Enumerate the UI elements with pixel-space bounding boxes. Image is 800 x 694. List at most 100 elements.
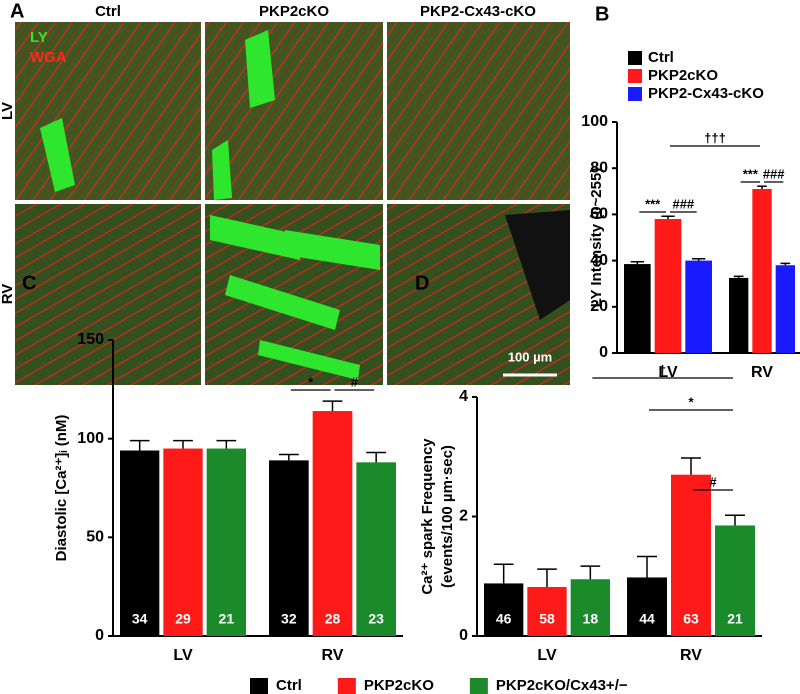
significance-label: ### xyxy=(763,166,785,181)
count-label: 23 xyxy=(368,611,384,627)
significance-label: # xyxy=(351,374,359,389)
panel-label: B xyxy=(595,3,609,25)
bar xyxy=(269,460,309,636)
bar xyxy=(752,188,772,353)
row-label: RV xyxy=(0,284,16,305)
bar xyxy=(206,448,246,636)
stain-label: WGA xyxy=(30,49,67,66)
legend-swatch xyxy=(469,678,488,694)
bar xyxy=(356,462,396,636)
significance-label: * xyxy=(688,394,694,409)
y-tick-label: 0 xyxy=(459,627,468,644)
ly-cell xyxy=(40,118,75,192)
legend-swatch xyxy=(628,87,642,101)
y-tick-label: 100 xyxy=(77,430,104,447)
y-tick-label: 4 xyxy=(459,388,468,405)
micrographs xyxy=(15,22,570,385)
legend-swatch xyxy=(628,69,642,83)
bar xyxy=(120,450,160,636)
count-label: 44 xyxy=(639,611,655,627)
bar xyxy=(627,577,667,636)
y-tick-label: 2 xyxy=(459,508,468,525)
x-tick-label: RV xyxy=(680,647,702,664)
y-tick-label: 0 xyxy=(95,627,104,644)
y-axis-label: LY Intensity (0~255) xyxy=(588,168,605,308)
bar xyxy=(163,448,203,636)
significance-label: ### xyxy=(672,196,694,211)
y-axis-label: (events/100 µm·sec) xyxy=(439,445,456,588)
image-ctrl-rv xyxy=(15,204,201,385)
panel-label: D xyxy=(415,272,429,294)
column-label: PKP2-Cx43-cKO xyxy=(420,3,536,20)
y-tick-label: 150 xyxy=(77,331,104,348)
bar xyxy=(624,264,651,353)
legend-swatch xyxy=(337,678,356,694)
bar xyxy=(685,260,712,353)
image-pkp2-lv xyxy=(205,22,383,200)
count-label: 21 xyxy=(727,611,743,627)
bar xyxy=(715,525,755,636)
y-tick-label: 50 xyxy=(86,529,104,546)
count-label: 29 xyxy=(175,611,191,627)
bar xyxy=(312,411,353,636)
bar xyxy=(570,579,610,636)
significance-label: *** xyxy=(645,196,661,211)
x-tick-label: LV xyxy=(173,647,193,664)
row-label: LV xyxy=(0,102,16,120)
count-label: 18 xyxy=(583,611,599,627)
significance-label: ††† xyxy=(704,130,726,145)
panel-label: A xyxy=(10,0,24,22)
image-cx43-lv xyxy=(387,22,570,200)
ly-cell xyxy=(210,215,300,260)
significance-label: # xyxy=(709,474,717,489)
significance-label: * xyxy=(308,374,314,389)
legend-label: PKP2cKO xyxy=(648,67,718,84)
bar xyxy=(671,474,711,636)
x-tick-label: LV xyxy=(658,364,678,381)
legend-label: Ctrl xyxy=(276,677,302,694)
x-tick-label: RV xyxy=(751,364,773,381)
dark-region xyxy=(505,210,570,320)
ly-cell xyxy=(225,275,340,330)
legend-swatch xyxy=(628,51,642,65)
count-label: 21 xyxy=(219,611,235,627)
ly-cell xyxy=(212,140,232,200)
y-axis-label: Ca²⁺ spark Frequency xyxy=(419,438,436,595)
bar xyxy=(654,219,682,353)
x-tick-label: RV xyxy=(322,647,344,664)
count-label: 46 xyxy=(496,611,512,627)
bar xyxy=(527,587,567,636)
count-label: 63 xyxy=(683,611,699,627)
legend-label: PKP2-Cx43-cKO xyxy=(648,85,764,102)
y-tick-label: 20 xyxy=(590,298,608,315)
bar xyxy=(729,277,749,353)
y-tick-label: 0 xyxy=(599,344,608,361)
bar xyxy=(484,583,524,636)
y-tick-label: 80 xyxy=(590,159,608,176)
panel-label: C xyxy=(22,272,36,294)
count-label: 28 xyxy=(325,611,341,627)
significance-label: † xyxy=(659,362,666,377)
ly-cell xyxy=(245,30,275,108)
scale-bar-label: 100 µm xyxy=(508,349,552,364)
y-tick-label: 100 xyxy=(581,113,608,130)
image-ctrl-lv xyxy=(15,22,201,200)
column-label: PKP2cKO xyxy=(259,3,329,20)
legend-swatch xyxy=(250,678,268,694)
ly-cell xyxy=(258,340,360,380)
y-tick-label: 60 xyxy=(590,206,608,223)
legend-label: PKP2cKO xyxy=(364,677,434,694)
count-label: 32 xyxy=(281,611,297,627)
ly-cell xyxy=(285,230,380,270)
column-label: Ctrl xyxy=(95,3,121,20)
count-label: 58 xyxy=(539,611,555,627)
stain-label: LY xyxy=(30,29,48,46)
significance-label: *** xyxy=(743,166,759,181)
legend-label: Ctrl xyxy=(648,49,674,66)
bar xyxy=(775,265,795,353)
legend-label: PKP2cKO/Cx43+/− xyxy=(496,677,628,694)
y-axis-label: Diastolic [Ca²⁺]ᵢ (nM) xyxy=(53,415,70,562)
x-tick-label: LV xyxy=(537,647,557,664)
y-tick-label: 40 xyxy=(590,252,608,269)
